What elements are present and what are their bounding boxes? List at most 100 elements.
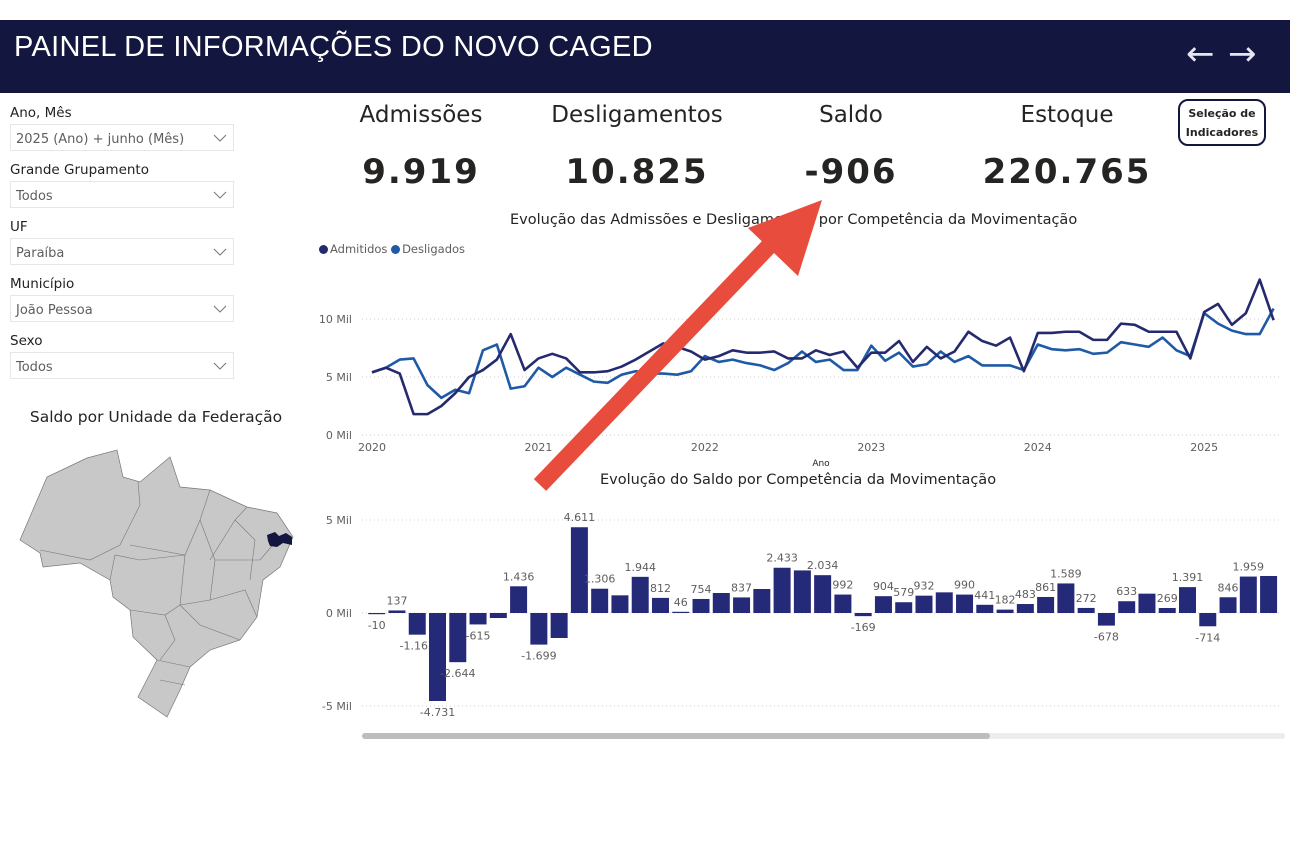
forward-arrow-icon[interactable]: → <box>1228 34 1257 74</box>
bar <box>489 613 507 619</box>
x-tick-label: 2021 <box>524 441 552 454</box>
y-tick-label: 0 Mil <box>326 607 352 620</box>
bar <box>1016 604 1034 613</box>
bar-data-label: -678 <box>1094 631 1119 644</box>
filter-sexo-dropdown[interactable]: Todos <box>10 352 234 379</box>
bar <box>510 586 528 613</box>
bar-data-label: 2.433 <box>766 552 798 565</box>
bar <box>996 609 1014 613</box>
line-series-admitidos <box>371 278 1275 416</box>
x-tick-label: 2020 <box>358 441 386 454</box>
kpi-label: Admissões <box>359 102 483 128</box>
paraiba-state-highlight[interactable] <box>267 532 292 547</box>
y-tick-label: 5 Mil <box>326 371 352 384</box>
bar <box>1037 596 1055 613</box>
bar <box>631 576 649 613</box>
bar <box>611 595 629 613</box>
bar <box>915 595 933 613</box>
bar-data-label: 2.034 <box>807 559 839 572</box>
bar <box>1118 601 1136 613</box>
y-tick-label: -5 Mil <box>322 700 352 713</box>
bar-data-label: 46 <box>674 596 688 609</box>
bar <box>530 613 548 645</box>
bar-data-label: 182 <box>995 594 1016 607</box>
kpi-value: 220.765 <box>982 152 1152 192</box>
kpi-label: Desligamentos <box>551 102 723 128</box>
bar <box>692 598 710 613</box>
filter-value: João Pessoa <box>16 303 93 318</box>
bar-data-label: 272 <box>1076 592 1097 605</box>
bar <box>550 613 568 638</box>
x-tick-label: 2025 <box>1190 441 1218 454</box>
chevron-down-icon <box>213 191 227 199</box>
bar <box>895 602 913 613</box>
filter-uf-dropdown[interactable]: Paraíba <box>10 238 234 265</box>
bar <box>793 570 811 613</box>
bar-data-label: 1.391 <box>1172 571 1204 584</box>
bar-data-label: 1.589 <box>1050 567 1082 580</box>
bar <box>753 589 771 613</box>
kpi-value: 10.825 <box>565 152 709 192</box>
chevron-down-icon <box>213 305 227 313</box>
bar-data-label: -4.731 <box>420 706 455 719</box>
state-borders <box>39 481 278 686</box>
kpi-value: 9.919 <box>362 152 480 192</box>
bar-data-label: 1.306 <box>584 573 616 586</box>
line-chart-legend: Admitidos Desligados <box>319 242 465 256</box>
bar-data-label: 137 <box>386 594 407 607</box>
bar-data-label: 846 <box>1218 581 1239 594</box>
filters-panel: Ano, Mês 2025 (Ano) + junho (Mês) Grande… <box>10 100 234 387</box>
header-bar: PAINEL DE INFORMAÇÕES DO NOVO CAGED ← → <box>0 20 1290 93</box>
filter-value: Paraíba <box>16 246 65 261</box>
bar <box>956 594 974 613</box>
bar-data-label: -169 <box>851 621 876 634</box>
kpi-label: Estoque <box>1020 102 1114 128</box>
legend-dot-icon <box>391 245 401 254</box>
bar <box>834 594 852 613</box>
filter-label-uf: UF <box>10 219 28 235</box>
kpi-desligamentos: Desligamentos 10.825 <box>532 102 742 192</box>
bar-data-label: -615 <box>466 629 491 642</box>
legend-label: Admitidos <box>330 242 388 256</box>
filter-municipio-dropdown[interactable]: João Pessoa <box>10 295 234 322</box>
brazil-map[interactable] <box>0 0 310 740</box>
bar <box>368 613 386 615</box>
bar <box>773 567 791 613</box>
filter-value: 2025 (Ano) + junho (Mês) <box>16 132 185 147</box>
selecao-indicadores-button[interactable]: Seleção de Indicadores <box>1178 99 1266 146</box>
back-arrow-icon[interactable]: ← <box>1186 34 1215 74</box>
bar <box>1057 583 1075 613</box>
bar <box>712 593 730 613</box>
bar <box>976 604 994 613</box>
bar-data-label: 441 <box>974 589 995 602</box>
y-tick-label: 5 Mil <box>326 514 352 527</box>
filter-grande-grupamento-dropdown[interactable]: Todos <box>10 181 234 208</box>
bar-data-label: 990 <box>954 579 975 592</box>
filter-ano-mes-dropdown[interactable]: 2025 (Ano) + junho (Mês) <box>10 124 234 151</box>
bar-data-label: 992 <box>832 579 853 592</box>
bar-data-label: 269 <box>1157 592 1178 605</box>
bar <box>591 588 609 613</box>
bar-chart-scrollbar[interactable] <box>362 733 1285 739</box>
bar-data-label: 932 <box>913 580 934 593</box>
x-tick-label: 2022 <box>691 441 719 454</box>
bar <box>1158 607 1176 613</box>
chevron-down-icon <box>213 134 227 142</box>
x-tick-label: 2024 <box>1024 441 1052 454</box>
bar <box>469 613 487 625</box>
bar-data-label: -1.699 <box>521 650 556 663</box>
bar-data-label: 904 <box>873 580 894 593</box>
x-tick-label: 2023 <box>857 441 885 454</box>
bar-data-label: 812 <box>650 582 671 595</box>
bar <box>388 610 406 613</box>
bar-data-label: 1.436 <box>503 570 535 583</box>
bar-data-label: 579 <box>893 586 914 599</box>
legend-item-desligados[interactable]: Desligados <box>391 242 465 256</box>
scrollbar-thumb[interactable] <box>362 733 990 739</box>
bar-data-label: -714 <box>1195 631 1220 644</box>
filter-value: Todos <box>16 189 53 204</box>
filter-label-sexo: Sexo <box>10 333 43 349</box>
bar-data-label: -1.165 <box>400 640 435 653</box>
kpi-value: -906 <box>804 152 898 192</box>
legend-item-admitidos[interactable]: Admitidos <box>319 242 387 256</box>
